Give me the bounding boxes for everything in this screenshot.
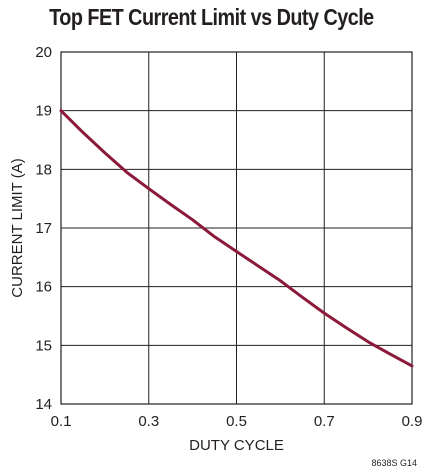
grid-lines — [61, 52, 412, 404]
y-tick-label: 19 — [35, 103, 52, 120]
y-tick-label: 20 — [35, 44, 52, 61]
x-tick-label: 0.9 — [402, 413, 423, 430]
y-tick-label: 16 — [35, 279, 52, 296]
figure-code: 8638S G14 — [371, 458, 417, 468]
x-axis-label: DUTY CYCLE — [189, 437, 284, 454]
chart-title: Top FET Current Limit vs Duty Cycle — [49, 4, 374, 30]
x-tick-label: 0.7 — [314, 413, 335, 430]
y-tick-label: 14 — [35, 396, 52, 413]
y-tick-label: 18 — [35, 161, 52, 178]
y-tick-label: 17 — [35, 220, 52, 237]
x-tick-label: 0.5 — [226, 413, 247, 430]
plot-frame — [60, 51, 413, 405]
series-layer — [59, 109, 414, 368]
x-tick-label: 0.1 — [51, 413, 72, 430]
x-tick-label: 0.3 — [138, 413, 159, 430]
tick-labels: 0.1 0.3 0.5 0.7 0.9 14 15 16 17 18 19 20 — [35, 44, 422, 430]
y-tick-label: 15 — [35, 337, 52, 354]
y-axis-label: CURRENT LIMIT (A) — [9, 158, 26, 297]
series-line — [59, 109, 414, 368]
